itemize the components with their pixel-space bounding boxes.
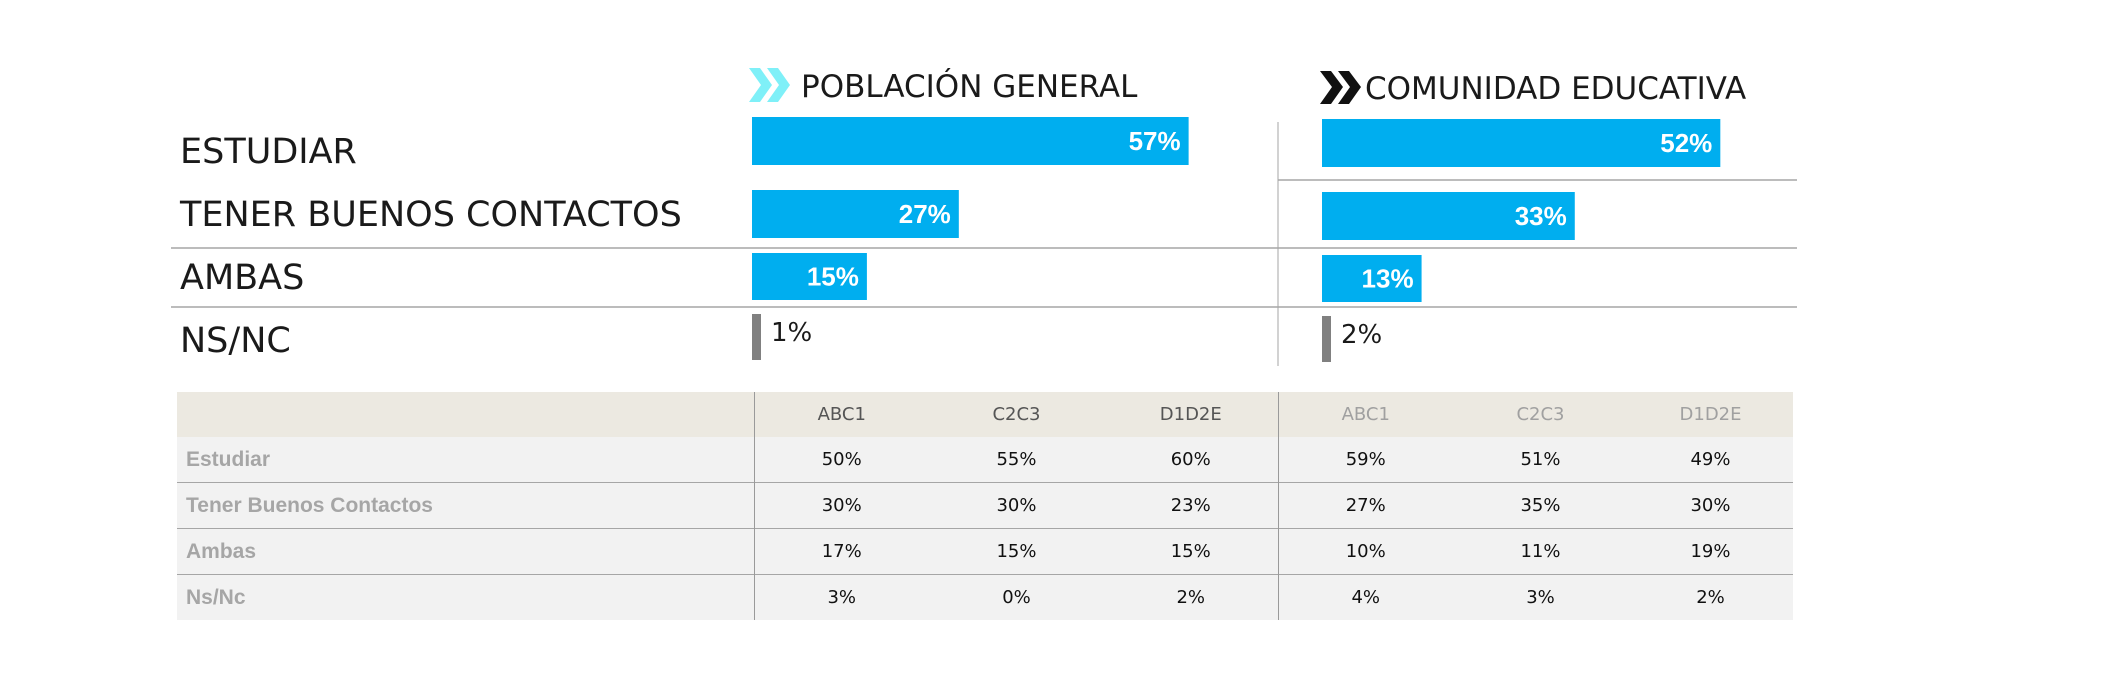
- table-cell: 51%: [1453, 437, 1628, 483]
- column-header: D1D2E: [1104, 392, 1278, 437]
- bar-value-label: 1%: [771, 318, 812, 348]
- bar: [1322, 255, 1422, 302]
- segment-table: ABC1 C2C3 D1D2E ABC1 C2C3 D1D2E Estudiar…: [177, 392, 1793, 620]
- bar-value-label: 52%: [1660, 128, 1712, 158]
- table-row: Ambas 17% 15% 15% 10% 11% 19%: [177, 528, 1793, 575]
- table-cell: 15%: [1104, 528, 1278, 575]
- table-cell: 2%: [1628, 574, 1793, 620]
- title-poblacion-general: POBLACIÓN GENERAL: [801, 68, 1138, 105]
- bar-value-label: 57%: [1129, 126, 1181, 156]
- table-cell: 3%: [1453, 574, 1628, 620]
- table-row: Ns/Nc 3% 0% 2% 4% 3% 2%: [177, 574, 1793, 620]
- table-cell: 55%: [929, 437, 1104, 483]
- table-cell: 23%: [1104, 482, 1278, 529]
- table-cell: 35%: [1453, 482, 1628, 529]
- pg-chevron-icon: [749, 68, 790, 102]
- column-header: C2C3: [1453, 392, 1628, 437]
- table-cell: 11%: [1453, 528, 1628, 575]
- bar-value-label: 2%: [1341, 320, 1382, 350]
- column-header: D1D2E: [1628, 392, 1793, 437]
- bar: [752, 253, 867, 300]
- bar: [752, 190, 959, 238]
- table-cell: 0%: [929, 574, 1104, 620]
- category-label: AMBAS: [180, 258, 304, 298]
- bar: [1322, 316, 1331, 362]
- bar: [1322, 119, 1721, 167]
- row-label: Ns/Nc: [177, 574, 754, 620]
- table-cell: 19%: [1628, 528, 1793, 575]
- table-cell: 30%: [753, 482, 929, 529]
- category-label: NS/NC: [180, 321, 291, 361]
- table-cell: 60%: [1104, 437, 1278, 483]
- table-cell: 30%: [1628, 482, 1793, 529]
- row-label: Ambas: [177, 528, 754, 575]
- table-cell: 2%: [1104, 574, 1278, 620]
- table-cell: 15%: [929, 528, 1104, 575]
- bar-value-label: 15%: [807, 262, 859, 292]
- title-comunidad-educativa: COMUNIDAD EDUCATIVA: [1365, 71, 1746, 107]
- table-cell: 59%: [1277, 437, 1453, 483]
- table-row: Estudiar 50% 55% 60% 59% 51% 49%: [177, 437, 1793, 483]
- ce-chevron-icon: [1320, 71, 1361, 104]
- row-label: Estudiar: [177, 437, 754, 483]
- table-cell: 50%: [753, 437, 929, 483]
- table-cell: 3%: [753, 574, 929, 620]
- table-cell: 4%: [1277, 574, 1453, 620]
- bar: [752, 314, 761, 360]
- category-label: TENER BUENOS CONTACTOS: [179, 195, 682, 235]
- bar-value-label: 33%: [1515, 201, 1567, 231]
- bar: [752, 117, 1189, 165]
- table-cell: 30%: [929, 482, 1104, 529]
- table-corner: [177, 392, 754, 437]
- table-cell: 49%: [1628, 437, 1793, 483]
- column-header: C2C3: [929, 392, 1104, 437]
- column-header: ABC1: [1277, 392, 1453, 437]
- row-label: Tener Buenos Contactos: [177, 482, 754, 529]
- table-cell: 17%: [753, 528, 929, 575]
- table-cell: 27%: [1277, 482, 1453, 529]
- column-header: ABC1: [753, 392, 929, 437]
- category-label: ESTUDIAR: [180, 132, 357, 172]
- table-cell: 10%: [1277, 528, 1453, 575]
- bar-value-label: 27%: [899, 199, 951, 229]
- table-header-row: ABC1 C2C3 D1D2E ABC1 C2C3 D1D2E: [177, 392, 1793, 437]
- bar: [1322, 192, 1575, 240]
- table-row: Tener Buenos Contactos 30% 30% 23% 27% 3…: [177, 482, 1793, 529]
- bar-value-label: 13%: [1362, 264, 1414, 294]
